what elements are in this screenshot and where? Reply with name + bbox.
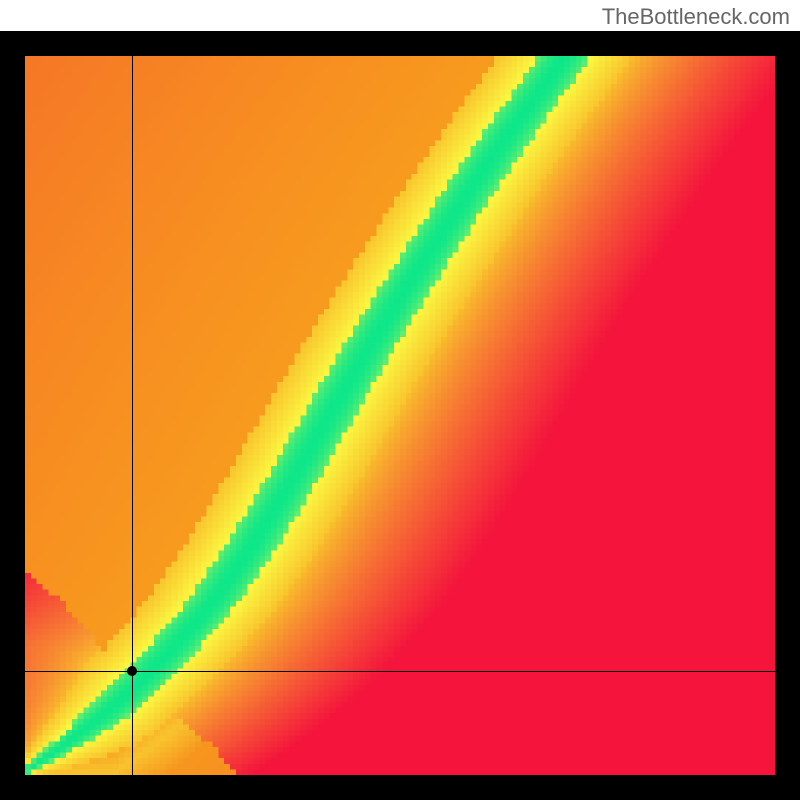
plot-area [25,56,775,775]
crosshair-horizontal [25,671,775,673]
heatmap-canvas [25,56,775,775]
chart-container: TheBottleneck.com [0,0,800,800]
attribution-label: TheBottleneck.com [602,4,790,30]
